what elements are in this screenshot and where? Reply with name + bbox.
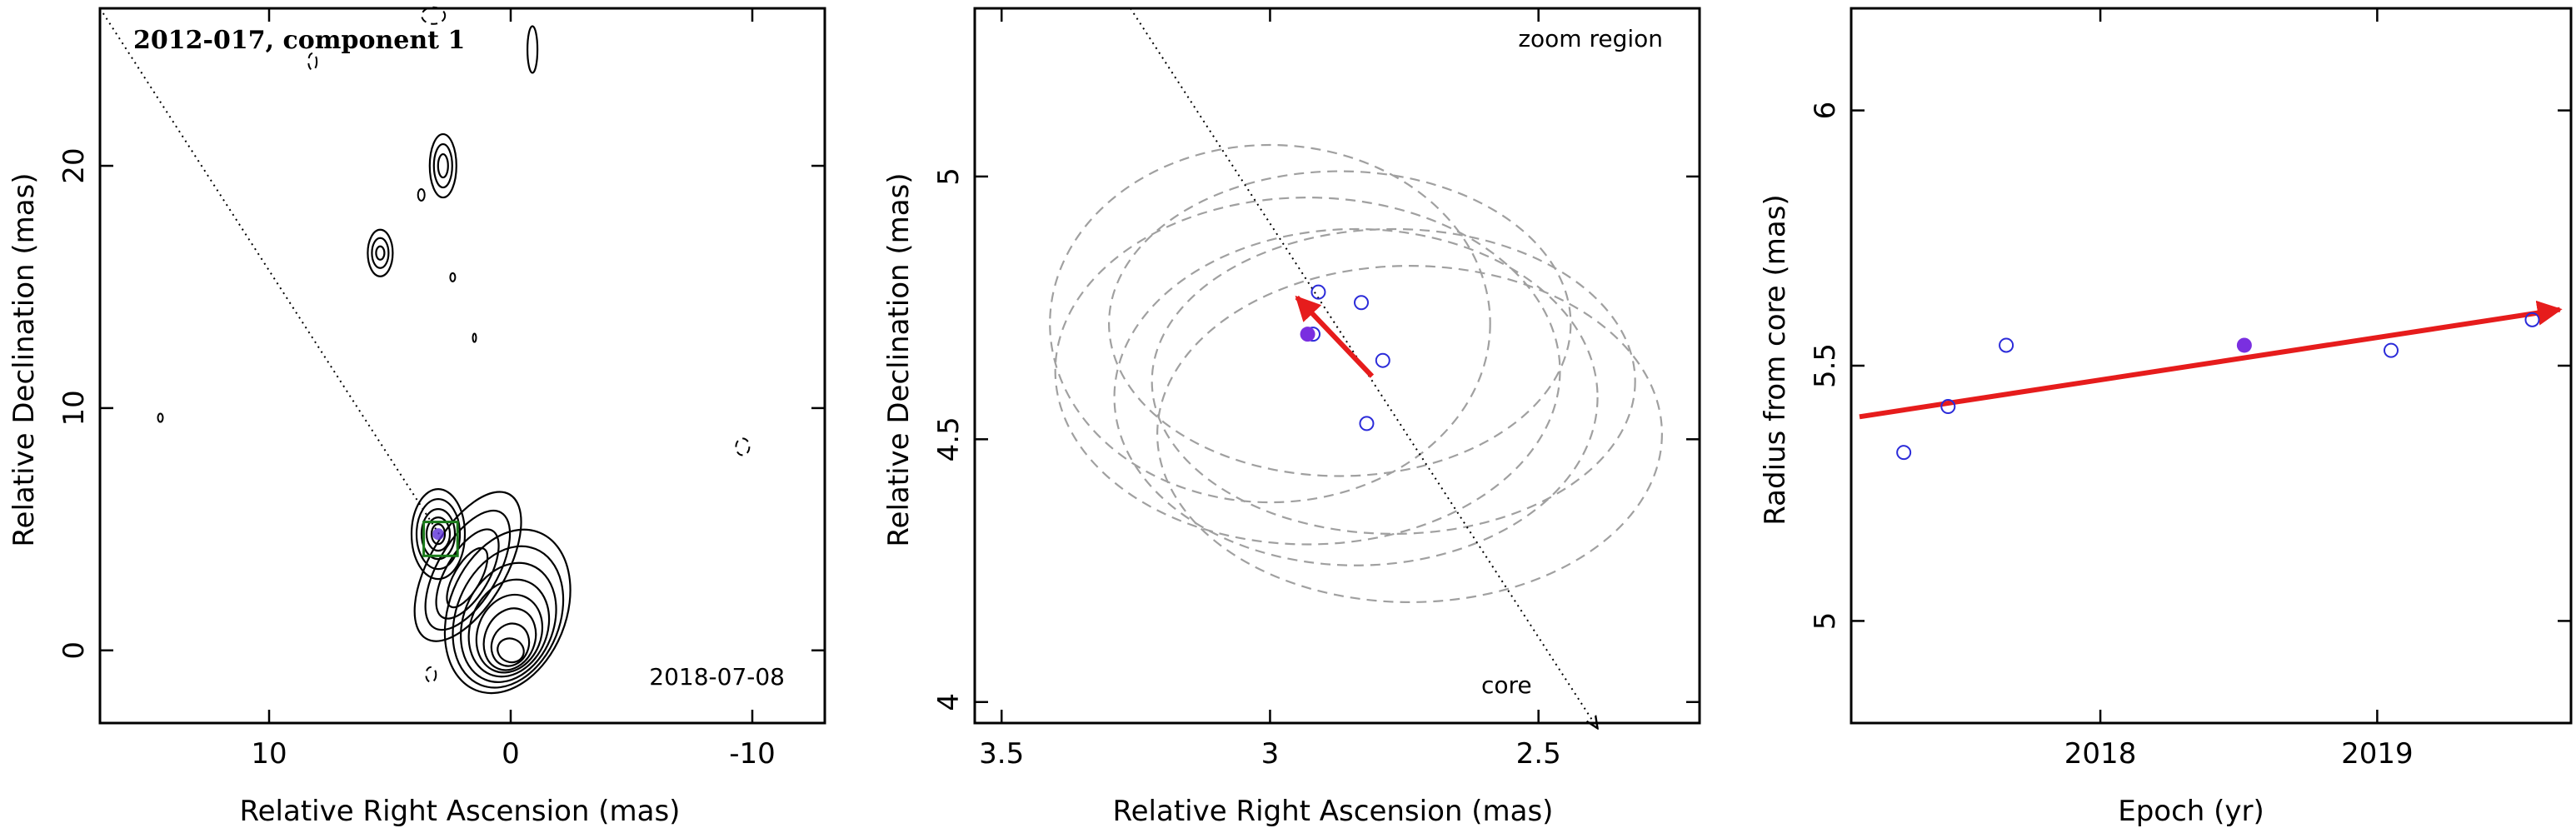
panel3-y-tick-label: 5.5 — [1809, 343, 1842, 388]
panel2-x-tick-label: 2.5 — [1516, 737, 1561, 771]
component-contour — [410, 488, 467, 581]
radius-plot-area: 2018 2019 5 5.5 6 — [1809, 7, 2573, 771]
jet-contour — [435, 528, 500, 620]
error-ellipse — [1156, 265, 1663, 603]
panel1-x-axis-title: Relative Right Ascension (mas) — [240, 795, 681, 828]
core-contour — [497, 637, 525, 664]
knot-contour — [367, 228, 394, 277]
panel1-frame — [98, 7, 826, 725]
component-contour — [415, 498, 462, 571]
contour-plot-area: 10 0 -10 0 10 20 — [57, 6, 826, 771]
panel2-x-tick-label: 3.5 — [979, 737, 1024, 771]
error-ellipse — [1151, 227, 1636, 535]
core-direction-line — [99, 7, 442, 537]
panel3-y-tick-label: 5 — [1809, 612, 1842, 631]
error-ellipse — [1054, 197, 1561, 546]
panel2-y-tick-label: 4.5 — [932, 416, 966, 461]
epoch-point — [1359, 416, 1375, 431]
fit-line — [1859, 300, 2563, 420]
panel3-y-axis-title: Radius from core (mas) — [1759, 194, 1792, 525]
panel1-x-tick-label: -10 — [729, 737, 776, 771]
negative-contour — [421, 6, 447, 25]
component-contour — [425, 516, 452, 552]
panel2-title: zoom region — [1518, 25, 1663, 52]
small-contour — [449, 272, 457, 282]
panel1-date-label: 2018-07-08 — [649, 663, 785, 691]
epoch-point — [1940, 399, 1956, 415]
core-contour — [482, 607, 537, 671]
knot-contour — [437, 152, 449, 179]
panel-contour-map: 10 0 -10 0 10 20 2012-017, component 1 2018-0… — [7, 6, 826, 828]
small-contour — [417, 187, 426, 202]
jet-contour — [413, 491, 522, 642]
panel2-frame — [973, 7, 1701, 725]
motion-vector — [1295, 295, 1375, 378]
panel2-core-label: core — [1481, 671, 1532, 699]
negative-contour — [307, 52, 318, 71]
error-ellipse — [1049, 143, 1491, 504]
panel2-x-tick-label: 3 — [1261, 737, 1280, 771]
negative-contour — [735, 437, 751, 456]
component-contour — [430, 523, 447, 546]
epoch-point — [2384, 342, 2399, 358]
small-contour — [157, 412, 164, 423]
panel2-y-axis-title: Relative Declination (mas) — [882, 172, 916, 546]
jet-contour — [446, 546, 489, 609]
panel1-y-tick-label: 0 — [57, 641, 91, 660]
epoch-point — [2524, 312, 2540, 327]
knot-contour — [371, 237, 390, 269]
zoom-plot-area: 3.5 3 2.5 4 4.5 5 — [932, 7, 1701, 771]
panel1-x-tick-label: 0 — [502, 737, 520, 771]
core-contour — [443, 528, 572, 695]
core-contour — [490, 622, 531, 667]
error-ellipse — [1108, 170, 1572, 477]
core-contour — [460, 561, 557, 683]
panel2-y-tick-label: 4 — [932, 693, 966, 711]
panel3-x-tick-label: 2019 — [2341, 737, 2414, 771]
small-contour — [472, 332, 477, 343]
knot-contour — [375, 245, 386, 261]
panel1-y-axis-title: Relative Declination (mas) — [7, 172, 41, 546]
epoch-point — [1375, 352, 1390, 368]
highlight-point — [1300, 327, 1315, 342]
core-contour — [452, 545, 565, 689]
panel3-x-tick-label: 2018 — [2064, 737, 2137, 771]
epoch-point — [1354, 295, 1369, 311]
core-contour — [467, 578, 551, 678]
panel-zoom-region: 3.5 3 2.5 4 4.5 5 zoom region core Relative R… — [882, 7, 1701, 828]
knot-contour — [432, 142, 453, 189]
panel3-frame — [1850, 7, 2573, 725]
knot-contour — [526, 25, 539, 74]
negative-contour — [425, 666, 437, 683]
panel3-x-axis-title: Epoch (yr) — [2118, 795, 2264, 828]
knot-contour — [428, 132, 457, 199]
panel1-x-tick-label: 10 — [251, 737, 287, 771]
error-ellipse — [1113, 227, 1599, 566]
panel3-y-tick-label: 6 — [1809, 102, 1842, 120]
zoom-box — [422, 521, 459, 557]
epoch-point — [1999, 337, 2014, 353]
component-marker — [432, 528, 444, 541]
panel-radius-vs-epoch: 2018 2019 5 5.5 6 Epoch (yr) Radius from cor… — [1759, 7, 2573, 828]
component-contour — [420, 508, 457, 561]
epoch-point — [1896, 445, 1912, 461]
panel2-x-axis-title: Relative Right Ascension (mas) — [1113, 795, 1554, 828]
panel1-y-tick-label: 20 — [57, 147, 91, 183]
panel1-y-tick-label: 10 — [57, 390, 91, 426]
panel2-y-tick-label: 5 — [932, 167, 966, 186]
highlight-point — [2236, 337, 2252, 353]
core-contour — [475, 593, 544, 674]
panel1-title: 2012-017, component 1 — [133, 26, 465, 55]
